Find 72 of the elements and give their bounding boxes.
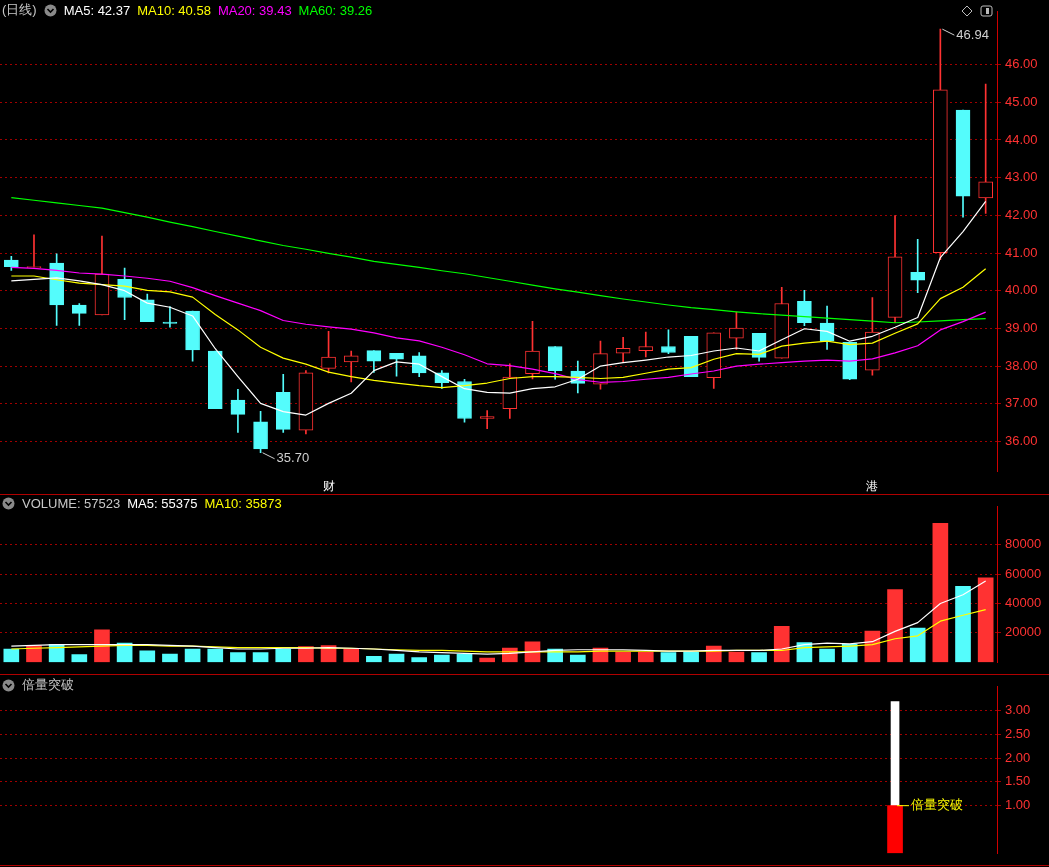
y-tick-label: 1.00 [1005,797,1031,813]
annotation: 倍量突破 [911,797,964,813]
bar [434,654,450,663]
y-tick-label: 44.00 [1005,131,1038,147]
bar [887,589,903,663]
chart-title: VOLUME: 57523 [22,496,121,511]
y-tick-label: 40000 [1005,595,1042,611]
bar [773,625,790,663]
candlestick [978,83,993,214]
bar [366,656,382,663]
bar [162,653,178,663]
bar [569,654,586,663]
y-tick-label: 20000 [1005,624,1042,640]
bar [660,652,677,663]
candlestick [910,239,926,293]
chart-title: (日线) [2,1,37,19]
bar [728,651,745,663]
y-tick-label: 45.00 [1005,93,1038,109]
bar [479,657,495,663]
y-tick-label: 43.00 [1005,169,1038,185]
y-tick-label: 36.00 [1005,433,1038,449]
candlestick [615,337,631,363]
x-tick-label: 财 [322,478,335,493]
bar [139,650,156,663]
bar [3,648,20,663]
text: MA5: 55375 [127,496,198,511]
candlestick [479,410,495,429]
bar [615,651,631,663]
text: MA20: 39.43 [217,2,292,18]
text: MA10: 40.58 [137,2,211,18]
bar [955,586,971,663]
chart-title: 倍量突破 [22,676,74,694]
bar [94,629,110,663]
x-tick-label: 港 [866,478,879,493]
y-tick-label: 80000 [1005,536,1042,552]
bar [683,651,699,663]
candlestick [638,331,654,358]
bar [184,648,201,663]
y-tick-label: 37.00 [1005,395,1038,411]
y-tick-label: 60000 [1005,565,1042,581]
y-tick-label: 2.50 [1005,725,1031,741]
bar [819,648,835,663]
y-tick-label: 1.50 [1005,773,1031,789]
bar [977,577,994,663]
bar [456,653,473,663]
bar [343,648,360,663]
candlestick [162,306,178,328]
bar [411,657,428,663]
bar [275,648,292,663]
y-tick-label: 2.00 [1005,749,1031,765]
y-tick-label: 3.00 [1005,702,1031,718]
y-tick-label: 38.00 [1005,357,1038,373]
bar [207,648,224,663]
bar [751,652,767,663]
bar [252,652,269,663]
y-tick-label: 42.00 [1005,206,1038,222]
bar [230,652,246,663]
bar [841,643,858,663]
bar [909,627,926,663]
bar [637,651,654,663]
bar [71,654,88,663]
y-tick-label: 46.00 [1005,56,1038,72]
text: MA60: 39.26 [298,2,373,18]
annotation: 46.94 [956,26,989,42]
bar [388,653,405,663]
bar [932,522,949,663]
text: MA10: 35873 [204,496,282,511]
y-tick-label: 40.00 [1005,282,1038,298]
annotation: 35.70 [276,450,310,466]
text: MA5: 42.37 [63,2,131,18]
y-tick-label: 39.00 [1005,319,1038,335]
y-tick-label: 41.00 [1005,244,1038,260]
